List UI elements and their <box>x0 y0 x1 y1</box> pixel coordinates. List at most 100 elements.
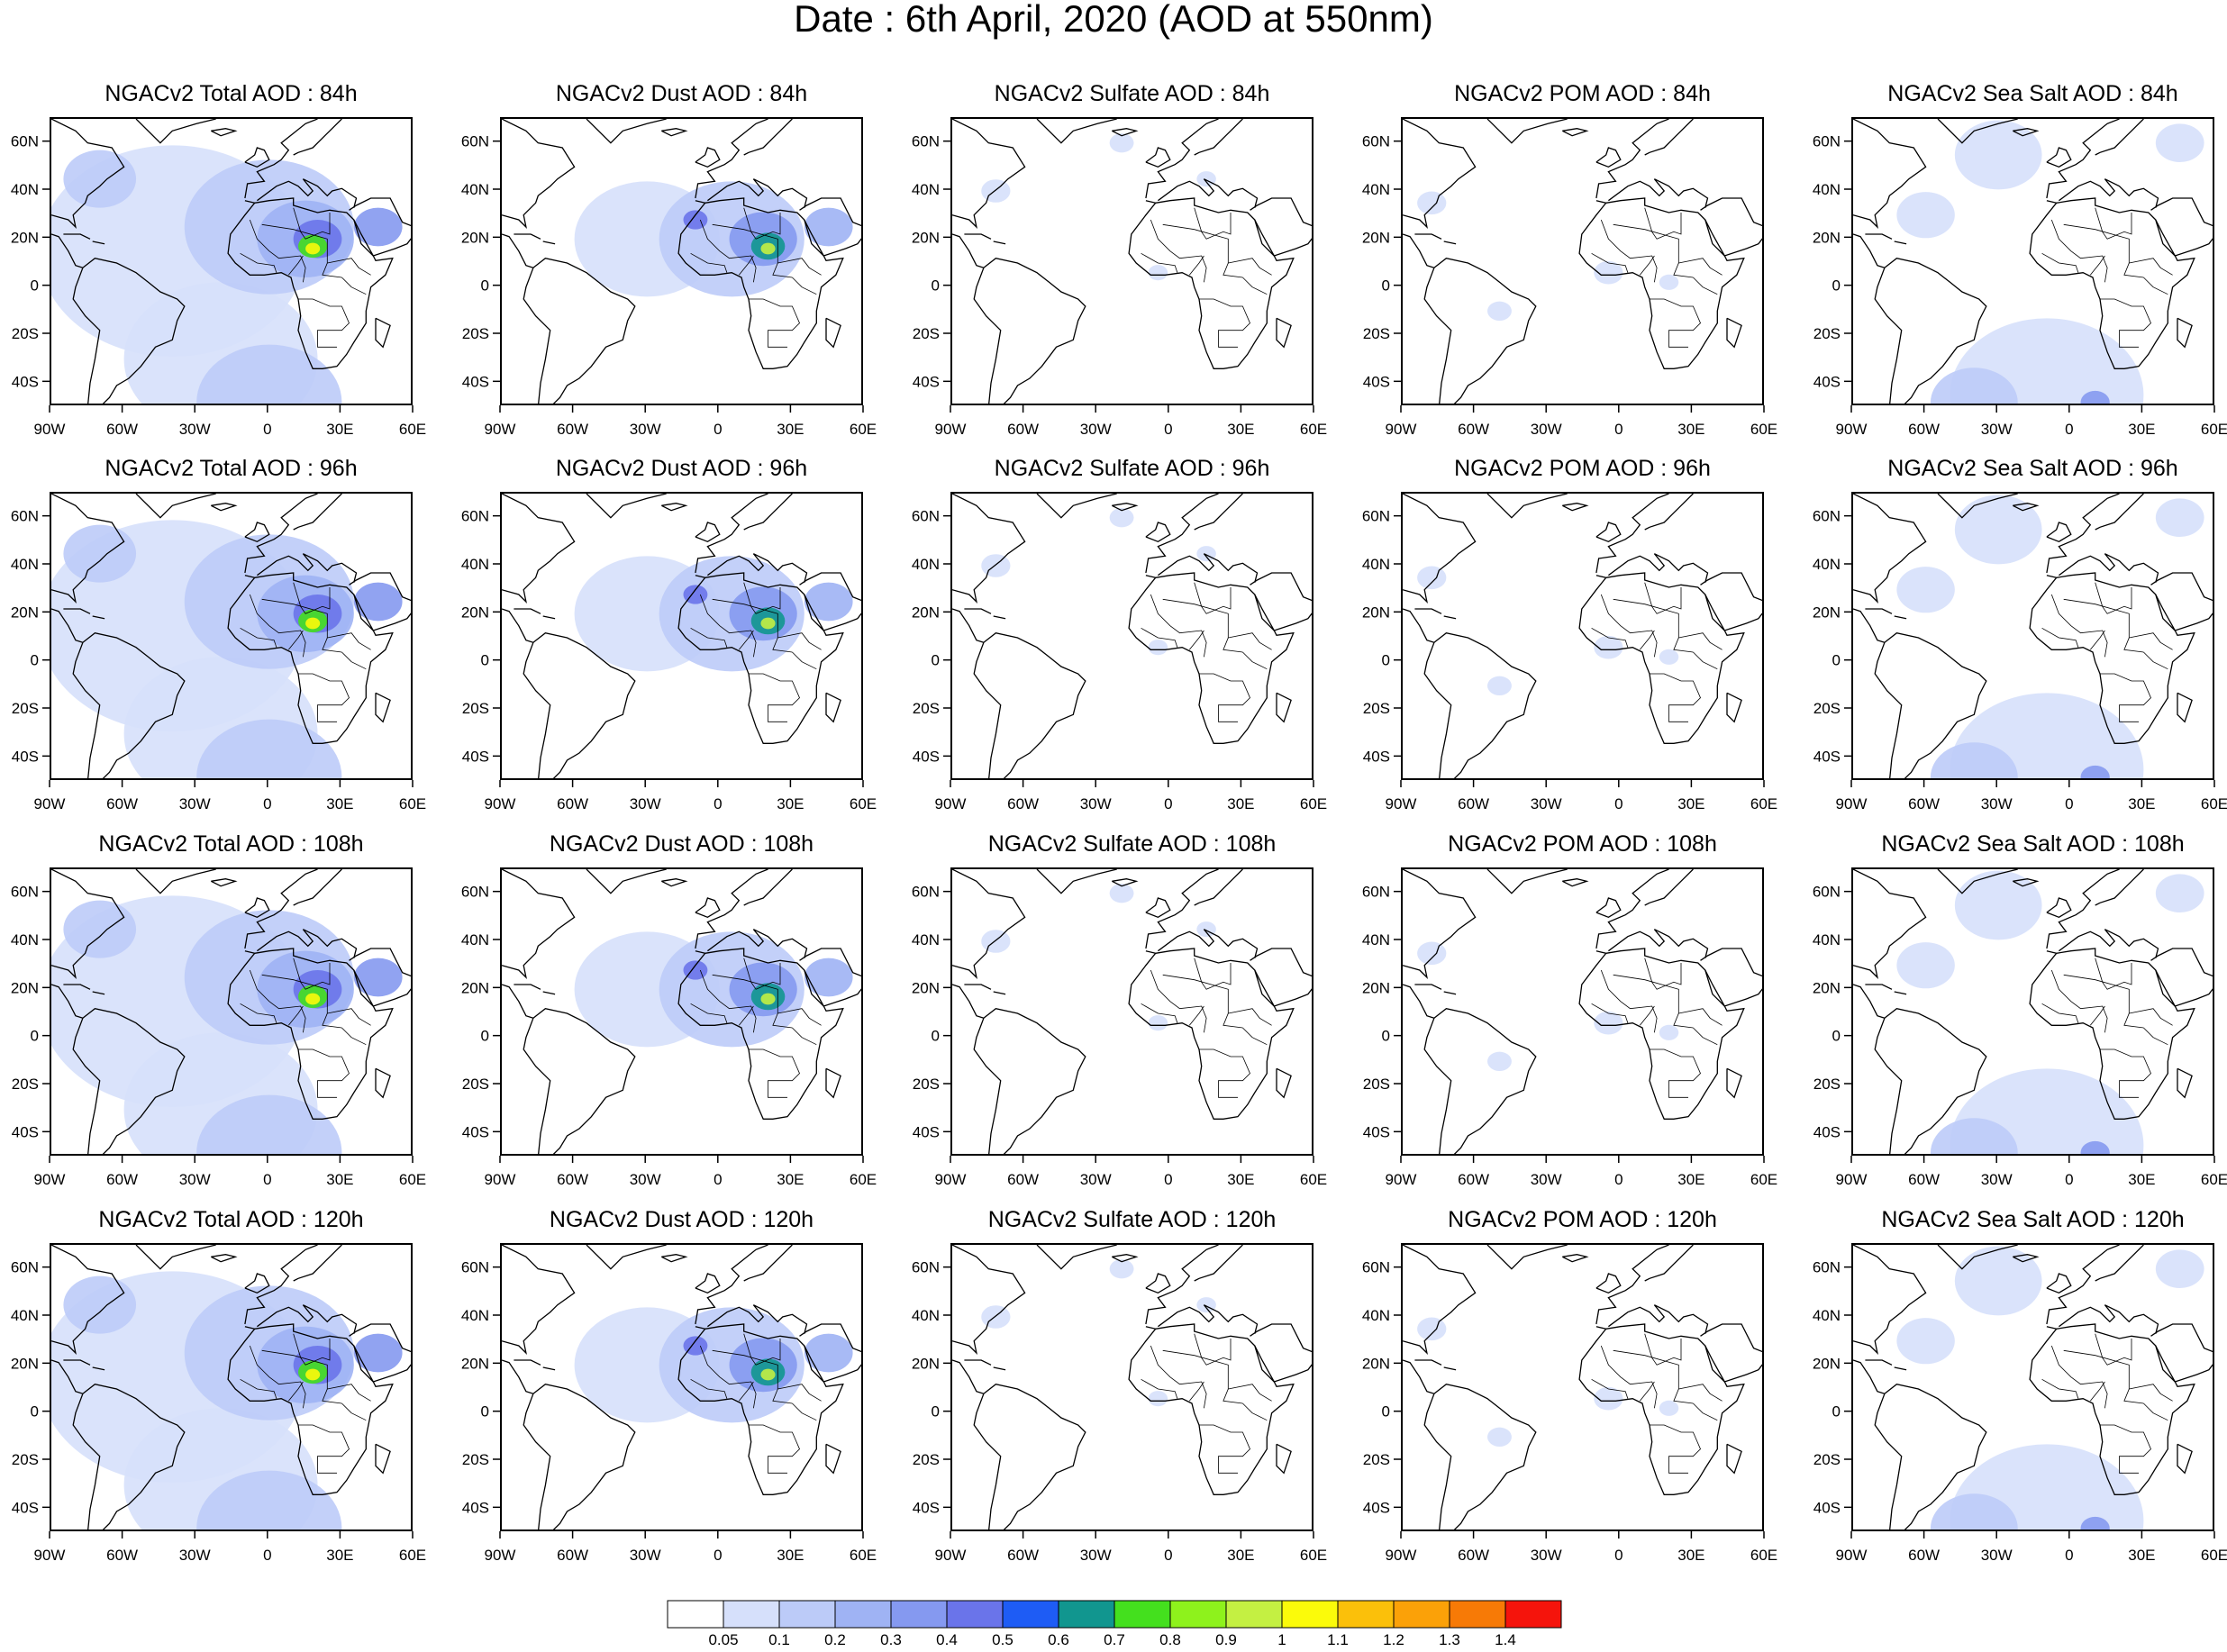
x-tick-label: 60W <box>1007 421 1039 438</box>
country-border <box>287 1005 304 1026</box>
coastline <box>349 948 411 977</box>
country-border <box>2050 969 2108 1033</box>
map-panel-seasalt-0: NGACv2 Sea Salt AOD : 84h 90W 60W 30W 0 30E 60… <box>1802 81 2227 446</box>
y-tick-label: 20N <box>912 604 940 621</box>
coastline <box>695 1245 768 1325</box>
y-tick-label: 60N <box>912 508 940 525</box>
coastline <box>677 572 844 744</box>
y-tick-label: 60N <box>11 508 39 525</box>
coastline <box>375 1443 391 1475</box>
x-tick-label: 30W <box>1080 795 1112 812</box>
y-tick-label: 20S <box>913 1451 940 1468</box>
coastline <box>211 1254 238 1263</box>
x-tick-label: 0 <box>263 1547 271 1564</box>
y-tick-label: 40S <box>1363 1123 1390 1140</box>
x-tick-label: 60W <box>1908 1171 1940 1188</box>
y-tick-label: 40S <box>12 748 39 765</box>
coastline <box>72 257 186 404</box>
country-border <box>1194 207 1232 240</box>
colorbar-swatch <box>1002 1600 1059 1629</box>
country-border <box>1194 582 1232 614</box>
coastline <box>2059 178 2159 208</box>
country-border <box>749 1424 800 1474</box>
x-tick-label: 30E <box>777 795 804 812</box>
aerosol-region <box>2155 123 2204 162</box>
map-area <box>1401 117 1764 405</box>
coastline <box>1443 615 1457 620</box>
y-tick-label: 20S <box>1813 700 1841 717</box>
x-tick-label: 0 <box>263 1171 271 1188</box>
coastline <box>2046 147 2072 168</box>
aerosol-region <box>1487 301 1512 321</box>
coastline <box>1874 257 1987 404</box>
y-tick-label: 20S <box>913 1076 940 1093</box>
colorbar-swatch <box>723 1600 780 1629</box>
y-tick-label: 40N <box>1362 1307 1390 1324</box>
country-border <box>1600 594 1658 658</box>
x-tick-label: 60W <box>106 421 138 438</box>
coastline <box>135 1245 216 1270</box>
y-tick-label: 0 <box>481 1403 489 1421</box>
coastline <box>135 869 216 894</box>
country-border <box>712 223 793 278</box>
x-tick-label: 0 <box>1614 1171 1623 1188</box>
panel-title: NGACv2 POM AOD : 84h <box>1454 81 1711 106</box>
y-tick-label: 20S <box>1363 1451 1390 1468</box>
country-border <box>1639 1381 1655 1402</box>
y-tick-label: 60N <box>461 884 489 901</box>
coastline <box>1254 594 1312 631</box>
coastline <box>2046 522 2072 543</box>
country-border <box>287 255 304 276</box>
x-tick-label: 30W <box>630 421 661 438</box>
map-axes: 90W 60W 30W 0 30E 60E 60N 40N 20N 0 20S 40S <box>1362 884 1777 1188</box>
coastline <box>293 119 342 156</box>
y-tick-label: 60N <box>11 133 39 150</box>
map-panel-seasalt-2: NGACv2 Sea Salt AOD : 108h 90W 60W 30W 0 30E 6… <box>1802 831 2227 1196</box>
country-border <box>1650 298 1701 348</box>
coastline <box>1562 878 1589 887</box>
coastline <box>211 503 238 512</box>
y-tick-label: 0 <box>31 1028 39 1045</box>
coastline <box>135 494 216 519</box>
aerosol-region <box>1896 192 1955 239</box>
coastline <box>1254 969 1312 1007</box>
aerosol-region <box>683 1336 708 1356</box>
x-tick-label: 0 <box>1164 795 1172 812</box>
aerosol-region <box>1896 1318 1955 1365</box>
x-tick-label: 60E <box>2201 1171 2227 1188</box>
coastline <box>227 1323 394 1495</box>
coastline <box>973 1007 1086 1154</box>
panel-title: NGACv2 Sulfate AOD : 120h <box>987 1207 1277 1232</box>
country-border <box>1650 1424 1701 1474</box>
x-tick-label: 30E <box>777 1171 804 1188</box>
x-tick-label: 0 <box>2065 1171 2073 1188</box>
aerosol-region <box>196 1470 342 1529</box>
country-border <box>240 627 277 648</box>
y-tick-label: 20N <box>11 229 39 246</box>
coastline <box>2059 553 2159 583</box>
country-border <box>1188 1381 1204 1402</box>
panel-title: NGACv2 POM AOD : 96h <box>1454 456 1711 481</box>
panel-title: NGACv2 Total AOD : 120h <box>98 1207 364 1232</box>
x-tick-label: 90W <box>1836 795 1868 812</box>
country-border <box>2089 1381 2105 1402</box>
x-tick-label: 60W <box>1908 421 1940 438</box>
coastline <box>92 1366 105 1371</box>
coastline <box>2046 119 2120 199</box>
country-border <box>1600 1345 1658 1409</box>
x-tick-label: 30E <box>326 1171 353 1188</box>
y-tick-label: 60N <box>912 884 940 901</box>
country-border <box>341 1027 367 1046</box>
y-tick-label: 20N <box>1362 229 1390 246</box>
coastline <box>1145 869 1219 949</box>
country-border <box>2041 627 2079 648</box>
aerosol-region <box>1487 676 1512 695</box>
x-tick-label: 30E <box>1227 421 1254 438</box>
colorbar-label: 1.4 <box>1495 1631 1516 1647</box>
country-border <box>690 627 728 648</box>
coastline <box>514 608 541 614</box>
x-tick-label: 30E <box>1677 795 1704 812</box>
coastline <box>825 1443 841 1475</box>
map-area <box>950 492 1313 780</box>
coastline <box>1158 178 1259 208</box>
